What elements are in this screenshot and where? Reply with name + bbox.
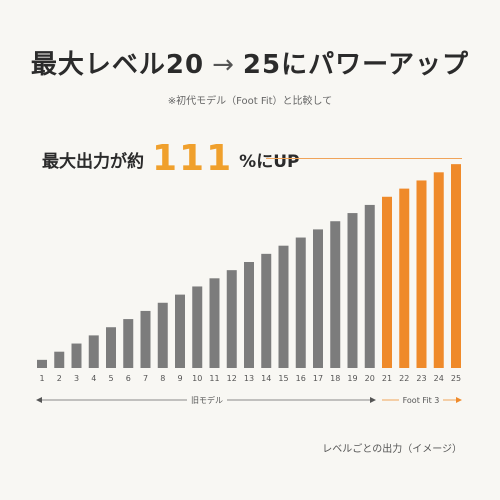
bar-level-5 [106, 327, 116, 368]
bar-level-10 [192, 286, 203, 368]
tick-label-9: 9 [177, 374, 182, 383]
tick-labels-group: 1 2 3 4 5 6 7 8 9 10 11 12 13 14 15 16 17 18 19 20 21 22 23 24 2… [39, 374, 461, 383]
bar-level-19 [347, 213, 358, 368]
claim: 最大出力が約 111 %にUP [42, 137, 299, 177]
subtitle: ※初代モデル（Foot Fit）と比較して [167, 96, 333, 107]
claim-prefix: 最大出力が約 [42, 152, 144, 172]
legend-group: 旧モデル Foot Fit 3 [36, 394, 462, 406]
tick-label-5: 5 [108, 374, 113, 383]
tick-label-25: 25 [451, 374, 461, 383]
bar-level-7 [140, 310, 151, 368]
tick-label-10: 10 [192, 374, 202, 383]
bar-level-17 [313, 229, 323, 368]
title-arrow: → [212, 50, 235, 80]
tick-label-20: 20 [365, 374, 375, 383]
chart-caption: レベルごとの出力（イメージ） [322, 444, 462, 455]
bar-level-25 [451, 164, 461, 368]
bar-level-1 [37, 359, 47, 368]
bar-level-4 [88, 335, 99, 368]
claim-number: 111 [152, 138, 234, 179]
bar-level-14 [261, 253, 272, 368]
old-label-bg [187, 394, 227, 406]
tick-label-23: 23 [416, 374, 426, 383]
tick-label-8: 8 [160, 374, 165, 383]
tick-label-22: 22 [399, 374, 409, 383]
tick-label-12: 12 [227, 374, 237, 383]
tick-label-18: 18 [330, 374, 340, 383]
bar-level-18 [330, 221, 341, 368]
tick-label-7: 7 [143, 374, 148, 383]
tick-label-19: 19 [347, 374, 357, 383]
title-main: 最大レベル20 [30, 50, 205, 80]
bar-level-23 [416, 180, 427, 368]
bar-level-22 [399, 188, 410, 368]
tick-label-11: 11 [209, 374, 219, 383]
bar-level-8 [157, 302, 168, 368]
new-model-label: Foot Fit 3 [403, 396, 440, 405]
tick-label-1: 1 [39, 374, 44, 383]
page-title: 最大レベル20 → 25にパワーアップ [0, 44, 500, 81]
bar-level-20 [364, 204, 375, 368]
bar-level-24 [433, 172, 444, 368]
bar-level-2 [54, 351, 65, 368]
new-label-bg [399, 394, 443, 406]
tick-label-17: 17 [313, 374, 323, 383]
old-model-label: 旧モデル [191, 395, 223, 405]
tick-label-21: 21 [382, 374, 392, 383]
bar-level-6 [123, 319, 134, 368]
new-range-right-arrow-icon [456, 397, 462, 403]
tick-label-13: 13 [244, 374, 254, 383]
bar-level-9 [175, 294, 185, 368]
old-range-right-arrow-icon [370, 397, 376, 403]
max-output-reference-line [266, 158, 462, 159]
tick-label-3: 3 [74, 374, 79, 383]
bar-level-16 [295, 237, 306, 368]
tick-label-2: 2 [57, 374, 62, 383]
bar-level-21 [382, 196, 392, 368]
tick-label-16: 16 [296, 374, 306, 383]
bars-group [37, 164, 461, 368]
bar-level-13 [244, 262, 254, 368]
tick-label-4: 4 [91, 374, 96, 383]
bar-level-3 [71, 343, 82, 368]
bar-level-15 [278, 245, 289, 368]
title-target: 25にパワーアップ [242, 50, 470, 80]
tick-label-24: 24 [434, 374, 444, 383]
claim-suffix: %にUP [239, 152, 300, 172]
tick-label-14: 14 [261, 374, 271, 383]
old-range-left-arrow-icon [36, 397, 42, 403]
bar-level-12 [226, 270, 237, 368]
tick-label-15: 15 [278, 374, 288, 383]
tick-label-6: 6 [126, 374, 131, 383]
bar-level-11 [209, 278, 220, 368]
